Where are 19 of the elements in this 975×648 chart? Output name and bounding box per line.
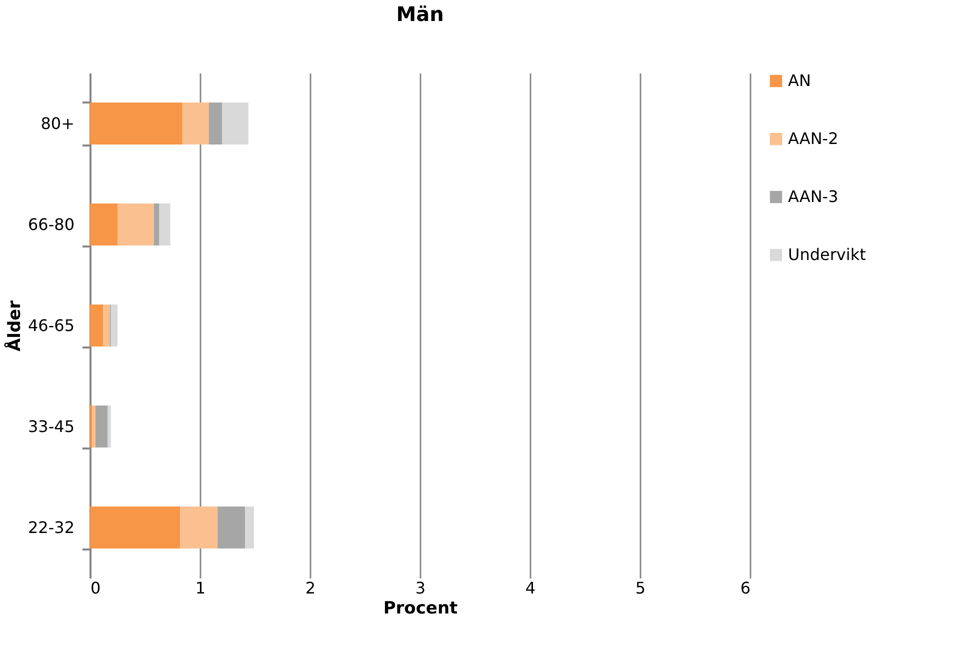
x-tick-label: 0 xyxy=(90,578,101,598)
x-tick-label: 5 xyxy=(635,578,646,598)
legend-label: AAN-3 xyxy=(788,187,838,206)
chart-title: Män xyxy=(396,2,444,26)
x-tick-label: 6 xyxy=(740,578,750,598)
legend-label: AAN-2 xyxy=(788,129,838,148)
y-axis-title: Ålder xyxy=(4,300,26,352)
y-tick-label: 33-45 xyxy=(28,417,74,436)
x-tick-label: 4 xyxy=(525,578,536,598)
x-tick-label: 3 xyxy=(415,578,426,598)
x-axis-title: Procent xyxy=(383,598,458,618)
y-tick-label: 46-65 xyxy=(28,316,74,335)
x-tick-label: 1 xyxy=(195,578,206,598)
y-tick-label: 22-32 xyxy=(28,518,74,537)
y-tick-label: 66-80 xyxy=(28,215,74,234)
legend-label: AN xyxy=(788,71,811,90)
y-tick-label: 80+ xyxy=(40,114,74,133)
x-tick-label: 2 xyxy=(305,578,316,598)
legend-label: Undervikt xyxy=(788,245,866,264)
